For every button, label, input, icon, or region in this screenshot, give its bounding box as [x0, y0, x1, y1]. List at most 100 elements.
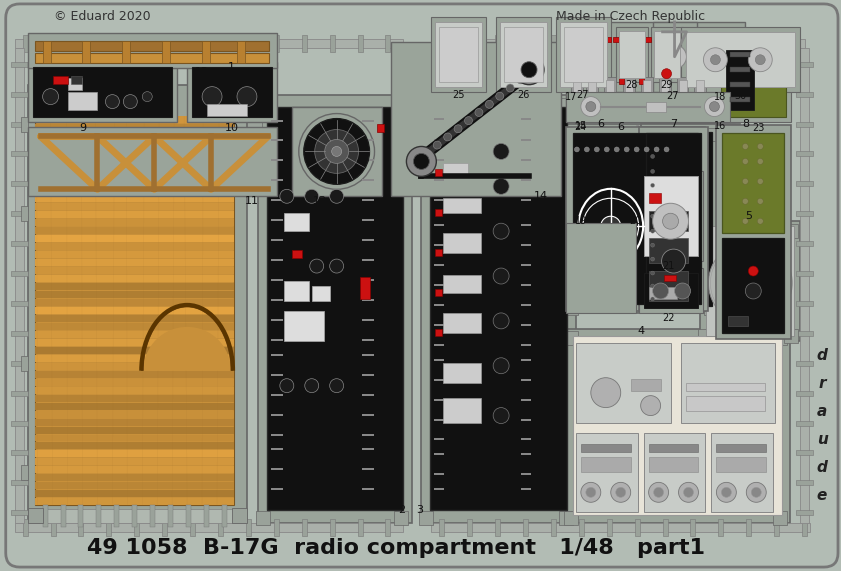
Bar: [443, 363, 481, 383]
Text: r: r: [818, 376, 826, 391]
Text: 14: 14: [534, 191, 548, 202]
Bar: [564, 331, 578, 345]
Bar: [34, 419, 234, 425]
Bar: [34, 243, 234, 250]
Circle shape: [584, 147, 590, 152]
Bar: [571, 77, 583, 116]
Bar: [34, 435, 234, 441]
Bar: [521, 379, 531, 381]
Bar: [523, 35, 528, 52]
Circle shape: [642, 154, 648, 159]
Bar: [274, 35, 279, 52]
Bar: [728, 316, 748, 326]
Bar: [443, 163, 468, 178]
Polygon shape: [627, 162, 648, 191]
Bar: [436, 209, 442, 216]
Bar: [443, 313, 481, 333]
Bar: [705, 301, 718, 315]
Bar: [663, 35, 668, 52]
Bar: [717, 32, 791, 122]
Circle shape: [595, 147, 600, 152]
Bar: [577, 291, 627, 301]
Circle shape: [495, 92, 504, 100]
Bar: [34, 403, 234, 409]
Bar: [701, 221, 800, 341]
Bar: [690, 519, 696, 536]
Bar: [784, 224, 798, 238]
Circle shape: [514, 55, 544, 85]
Bar: [232, 508, 247, 523]
Text: 11: 11: [245, 196, 259, 206]
Bar: [267, 107, 404, 510]
Bar: [271, 199, 283, 201]
FancyBboxPatch shape: [6, 4, 838, 567]
Bar: [643, 273, 699, 308]
Bar: [97, 505, 102, 527]
Circle shape: [493, 223, 509, 239]
Text: 12: 12: [195, 67, 209, 77]
Bar: [564, 511, 578, 525]
Bar: [362, 393, 373, 396]
Circle shape: [717, 482, 737, 502]
Bar: [78, 35, 83, 52]
Bar: [436, 289, 442, 296]
Bar: [573, 131, 712, 306]
Bar: [643, 80, 651, 114]
Bar: [11, 91, 28, 96]
Bar: [34, 490, 234, 497]
Bar: [796, 62, 813, 67]
Bar: [625, 80, 632, 114]
Bar: [468, 519, 472, 536]
Circle shape: [614, 147, 619, 152]
Circle shape: [651, 154, 654, 158]
Bar: [648, 457, 699, 472]
Bar: [67, 91, 98, 110]
Bar: [28, 33, 277, 68]
Circle shape: [703, 48, 727, 72]
Bar: [132, 505, 137, 527]
Circle shape: [304, 119, 369, 184]
Bar: [271, 413, 283, 416]
Bar: [162, 519, 167, 536]
Bar: [495, 35, 500, 52]
Circle shape: [594, 154, 600, 159]
Circle shape: [237, 87, 257, 107]
Text: 25: 25: [452, 90, 464, 99]
Bar: [34, 123, 234, 131]
Bar: [690, 35, 696, 52]
Bar: [271, 354, 283, 356]
Circle shape: [711, 55, 721, 65]
Circle shape: [651, 243, 654, 247]
Bar: [271, 259, 283, 261]
Text: 10: 10: [225, 123, 239, 132]
Bar: [302, 519, 307, 536]
Bar: [679, 80, 686, 114]
Bar: [61, 505, 66, 527]
Bar: [33, 67, 172, 116]
Bar: [385, 519, 390, 536]
Text: 6: 6: [597, 119, 605, 128]
Text: 26: 26: [517, 90, 529, 99]
Bar: [573, 132, 699, 304]
Bar: [21, 465, 28, 480]
Bar: [34, 275, 234, 282]
Circle shape: [690, 154, 696, 159]
Bar: [586, 77, 598, 116]
Bar: [34, 179, 234, 186]
Bar: [357, 35, 362, 52]
Bar: [521, 224, 531, 226]
Bar: [431, 39, 805, 48]
Bar: [638, 268, 703, 313]
Bar: [33, 509, 242, 523]
Bar: [34, 299, 234, 306]
Bar: [362, 179, 373, 182]
Circle shape: [485, 100, 494, 108]
Bar: [643, 432, 706, 512]
Bar: [434, 199, 444, 201]
Circle shape: [506, 84, 514, 92]
Bar: [21, 206, 28, 221]
Bar: [34, 211, 234, 218]
Bar: [34, 371, 234, 377]
Bar: [648, 444, 699, 452]
Circle shape: [665, 215, 681, 231]
